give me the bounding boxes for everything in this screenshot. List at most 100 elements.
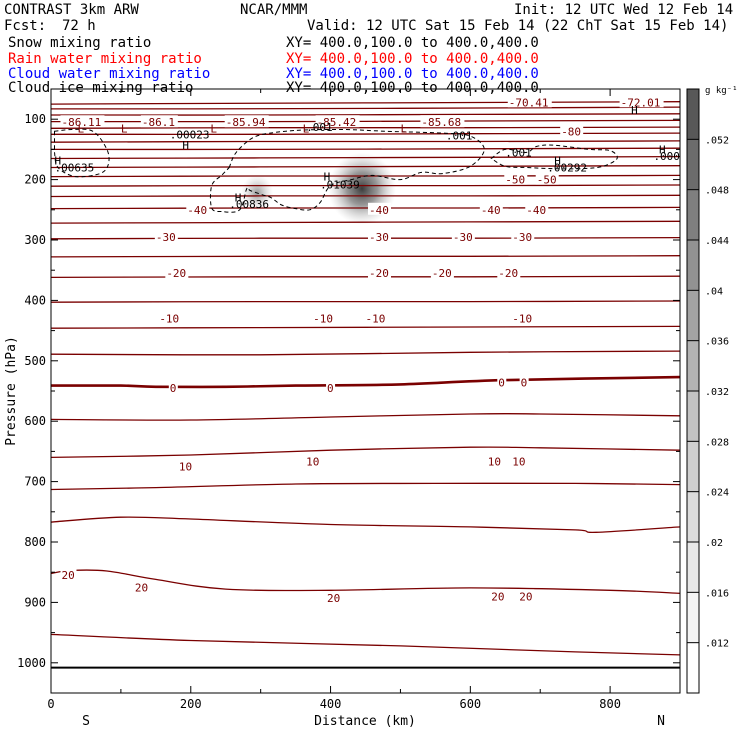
temperature-label-bg-3 <box>315 115 360 128</box>
temperature-label: -30 <box>156 231 176 244</box>
temperature-label-bg-6 <box>619 95 664 108</box>
temperature-contour-6 <box>51 140 680 143</box>
colorbar-label: .036 <box>705 337 729 348</box>
x-axis-right-end: N <box>657 714 665 729</box>
temperature-label-bg-5 <box>507 95 552 108</box>
temperature-label: -20 <box>166 267 186 280</box>
temperature-label: -85.42 <box>317 116 357 129</box>
temperature-label-bg-16 <box>451 229 475 242</box>
temperature-label-bg-1 <box>140 115 178 128</box>
temperature-contour-0 <box>51 101 680 105</box>
colorbar-label: .012 <box>705 639 729 650</box>
y-tick-label: 300 <box>24 233 46 247</box>
temperature-label-bg-13 <box>525 202 549 215</box>
temperature-label-bg-34 <box>60 568 77 581</box>
x-axis-left-end: S <box>82 714 90 729</box>
y-tick-label: 800 <box>24 535 46 549</box>
temperature-contour-17 <box>51 275 680 279</box>
temperature-label-bg-22 <box>158 311 182 324</box>
temperature-contour-22 <box>51 412 680 421</box>
legend-cloudwater-xy: XY= 400.0,100.0 to 400.0,400.0 <box>286 66 539 82</box>
temperature-label: -40 <box>526 204 546 217</box>
colorbar-label: .04 <box>705 286 723 297</box>
temperature-contour-9 <box>51 165 680 169</box>
temperature-label: 10 <box>512 456 525 469</box>
temperature-label: 20 <box>61 569 74 582</box>
temperature-label-bg-29 <box>519 375 529 388</box>
colorbar-segment <box>687 189 699 240</box>
cloud-ice-label: .001 <box>306 121 333 134</box>
temperature-label: 10 <box>306 456 319 469</box>
legend-cloudice-xy: XY= 400.0,100.0 to 400.0,400.0 <box>286 80 539 96</box>
temperature-label-bg-18 <box>165 266 189 279</box>
temperature-label-bg-14 <box>154 229 178 242</box>
extremum-marker: L <box>400 122 407 135</box>
temperature-label-bg-10 <box>186 202 210 215</box>
temperature-label: -50 <box>537 174 557 187</box>
temperature-label-bg-2 <box>224 115 269 128</box>
cloud-ice-label: .0006 <box>653 150 686 163</box>
colorbar-segment <box>687 391 699 442</box>
temperature-label: -72.01 <box>621 96 661 109</box>
y-axis-label: Pressure (hPa) <box>4 336 19 446</box>
extremum-marker: H <box>54 154 61 167</box>
temperature-contour-27 <box>51 633 680 656</box>
temperature-contour-5 <box>51 132 680 135</box>
temperature-label-bg-26 <box>168 380 178 393</box>
x-tick-label: 800 <box>599 697 621 711</box>
temperature-label: -20 <box>432 267 452 280</box>
temperature-contour-18 <box>51 300 680 303</box>
colorbar-label: .024 <box>705 488 729 499</box>
extremum-marker: L <box>78 122 85 135</box>
temperature-label-bg-38 <box>518 589 535 602</box>
center-label: NCAR/MMM <box>240 2 308 18</box>
colorbar-segment <box>687 592 699 643</box>
cloud-ice-label: .00292 <box>547 162 587 175</box>
extremum-marker: H <box>631 104 638 117</box>
legend-snow-name: Snow mixing ratio <box>8 35 152 51</box>
temperature-contour-24 <box>51 482 680 491</box>
y-tick-label: 1000 <box>17 656 46 670</box>
colorbar-label: .032 <box>705 387 729 398</box>
temperature-label-bg-37 <box>490 589 507 602</box>
colorbar-segment <box>687 340 699 391</box>
valid-time: Valid: 12 UTC Sat 15 Feb 14 (22 ChT Sat … <box>307 18 729 34</box>
cloud-ice-label: .001 <box>446 130 473 143</box>
y-tick-label: 700 <box>24 475 46 489</box>
cloud-ice-label: .00023 <box>170 128 210 141</box>
extremum-marker: L <box>121 122 128 135</box>
temperature-label-bg-4 <box>420 115 465 128</box>
temperature-label-bg-35 <box>133 580 150 593</box>
temperature-label: -70.41 <box>509 96 549 109</box>
temperature-contour-8 <box>51 155 680 160</box>
temperature-label-bg-25 <box>511 311 535 324</box>
temperature-contour-1 <box>51 106 680 110</box>
colorbar-segment <box>687 290 699 341</box>
x-tick-label: 600 <box>459 697 481 711</box>
temperature-label: 20 <box>519 590 532 603</box>
legend-rain-xy: XY= 400.0,100.0 to 400.0,400.0 <box>286 51 539 67</box>
temperature-label-bg-33 <box>511 454 528 467</box>
colorbar-unit: g kg⁻¹ <box>705 86 738 96</box>
colorbar-segment <box>687 139 699 190</box>
cloud-ice-label: .001 <box>505 146 532 159</box>
temperature-label-bg-19 <box>367 266 391 279</box>
y-tick-label: 200 <box>24 173 46 187</box>
y-tick-label: 900 <box>24 595 46 609</box>
temperature-label: -30 <box>512 231 532 244</box>
temperature-label: -86.1 <box>142 116 175 129</box>
temperature-label: -50 <box>505 174 525 187</box>
temperature-label: -10 <box>313 313 333 326</box>
temperature-contour-20 <box>51 350 680 356</box>
temperature-label-bg-15 <box>367 229 391 242</box>
extremum-marker: L <box>210 122 217 135</box>
extremum-marker: H <box>182 139 189 152</box>
temperature-label: -20 <box>369 267 389 280</box>
temperature-contour-19 <box>51 325 680 329</box>
temperature-label: 0 <box>327 382 334 395</box>
y-tick-label: 500 <box>24 354 46 368</box>
forecast-label: Fcst: <box>4 18 47 34</box>
cloud-ice-contour-0 <box>54 128 110 178</box>
temperature-label-bg-30 <box>177 459 194 472</box>
